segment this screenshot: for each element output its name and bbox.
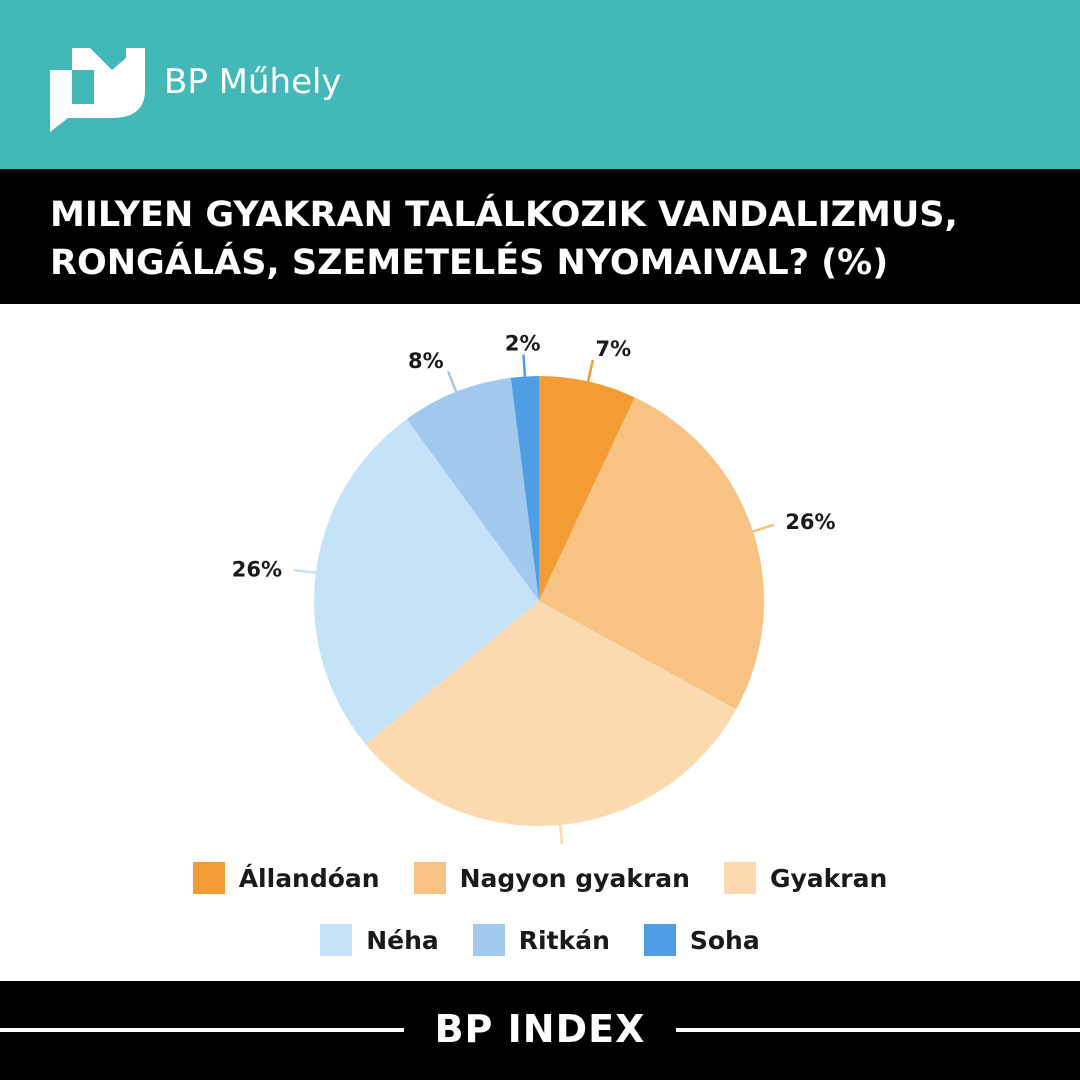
legend-item-4: Néha	[320, 924, 439, 956]
legend-item-1: Állandóan	[192, 862, 380, 894]
footer-rule-right	[676, 1028, 1080, 1032]
legend-label: Gyakran	[769, 863, 888, 893]
chart-title-line1: MILYEN GYAKRAN TALÁLKOZIK VANDALIZMUS,	[50, 195, 958, 235]
leader-line-3	[558, 824, 564, 844]
footer-rule-left	[0, 1028, 404, 1032]
legend-label: Nagyon gyakran	[459, 863, 690, 893]
slice-label-5: 8%	[408, 349, 444, 373]
leader-line-4	[293, 568, 316, 575]
brand-name: BP Műhely	[164, 62, 342, 102]
pie-chart: 7%26%31%26%8%2%	[232, 332, 836, 844]
legend-label: Soha	[689, 925, 760, 955]
legend-label: Ritkán	[518, 925, 610, 955]
legend-label: Néha	[366, 925, 439, 955]
slice-label-4: 26%	[232, 558, 282, 582]
leader-line-6	[522, 354, 527, 377]
slice-label-6: 2%	[505, 332, 541, 356]
leader-line-1	[586, 359, 595, 382]
legend-swatch	[723, 862, 756, 894]
legend-item-2: Nagyon gyakran	[413, 862, 690, 894]
pie-slice-1	[539, 376, 635, 601]
legend-swatch	[192, 862, 225, 894]
legend-swatch	[643, 924, 676, 956]
footer-brand: BP INDEX	[434, 1007, 646, 1051]
chart-title: MILYEN GYAKRAN TALÁLKOZIK VANDALIZMUS, R…	[50, 191, 1050, 287]
pie-slice-4	[314, 418, 539, 745]
footer-bar: BP INDEX	[0, 981, 1080, 1080]
pie-slice-3	[365, 601, 737, 826]
legend-swatch	[472, 924, 505, 956]
title-bar: MILYEN GYAKRAN TALÁLKOZIK VANDALIZMUS, R…	[0, 169, 1080, 304]
legend-item-3: Gyakran	[723, 862, 888, 894]
legend-item-6: Soha	[643, 924, 760, 956]
legend-label: Állandóan	[238, 863, 380, 893]
legend-swatch	[413, 862, 446, 894]
chart-title-line2: RONGÁLÁS, SZEMETELÉS NYOMAIVAL? (%)	[50, 243, 889, 283]
pie-slice-2	[539, 397, 764, 710]
legend-item-5: Ritkán	[472, 924, 610, 956]
slice-label-1: 7%	[595, 337, 631, 361]
legend-swatch	[320, 924, 353, 956]
bp-logo-icon	[50, 48, 145, 132]
legend-row-1: Állandóan Nagyon gyakran Gyakran	[0, 862, 1080, 894]
slice-label-2: 26%	[785, 510, 835, 534]
pie-slice-6	[510, 376, 539, 601]
leader-line-2	[752, 523, 775, 533]
legend-row-2: Néha Ritkán Soha	[0, 924, 1080, 956]
leader-line-5	[446, 370, 458, 393]
header-bar: BP Műhely	[0, 0, 1080, 169]
pie-slice-5	[406, 377, 539, 601]
